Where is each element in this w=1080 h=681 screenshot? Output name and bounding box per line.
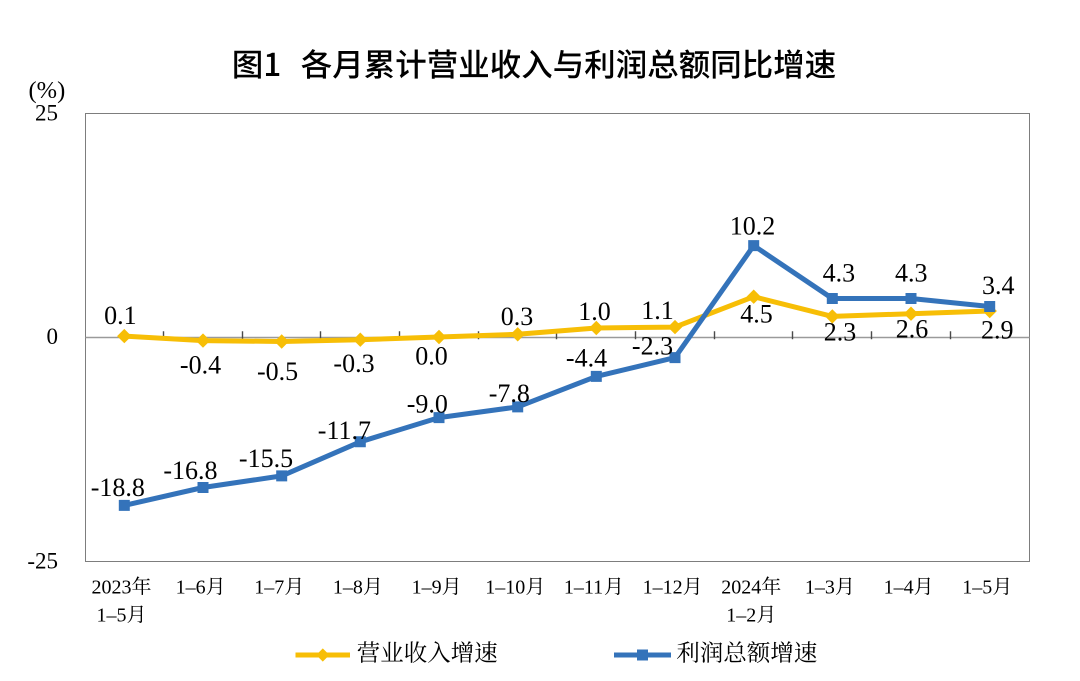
svg-text:2023: 2023 xyxy=(92,577,132,599)
svg-text:(%): (%) xyxy=(29,77,66,104)
svg-text:10.2: 10.2 xyxy=(730,212,776,241)
svg-text:-0.3: -0.3 xyxy=(333,349,374,378)
svg-text:-2.3: -2.3 xyxy=(632,332,673,361)
svg-text:0.0: 0.0 xyxy=(415,342,448,371)
svg-text:2.9: 2.9 xyxy=(981,316,1014,345)
svg-text:-0.4: -0.4 xyxy=(180,351,221,380)
svg-text:4.5: 4.5 xyxy=(740,300,773,329)
svg-text:0.1: 0.1 xyxy=(104,301,137,330)
svg-text:1–11: 1–11 xyxy=(564,577,603,599)
svg-text:1–6: 1–6 xyxy=(176,577,206,599)
svg-text:1.0: 1.0 xyxy=(578,297,611,326)
svg-text:-16.8: -16.8 xyxy=(163,456,217,485)
svg-text:-25: -25 xyxy=(27,549,58,574)
svg-text:2.3: 2.3 xyxy=(824,318,857,347)
svg-text:1–8: 1–8 xyxy=(333,577,363,599)
svg-text:1–5: 1–5 xyxy=(962,577,992,599)
svg-text:1–12: 1–12 xyxy=(643,577,683,599)
svg-text:1–7: 1–7 xyxy=(254,577,284,599)
svg-text:2.6: 2.6 xyxy=(896,315,929,344)
svg-text:-7.8: -7.8 xyxy=(489,379,530,408)
svg-text:-15.5: -15.5 xyxy=(239,444,293,473)
svg-text:3.4: 3.4 xyxy=(982,271,1015,300)
svg-text:-0.5: -0.5 xyxy=(257,357,298,386)
svg-text:0.3: 0.3 xyxy=(501,302,534,331)
svg-text:2024: 2024 xyxy=(721,577,761,599)
svg-text:1–9: 1–9 xyxy=(412,577,442,599)
svg-text:4.3: 4.3 xyxy=(895,259,928,288)
svg-text:-18.8: -18.8 xyxy=(91,473,145,502)
svg-text:1–5: 1–5 xyxy=(97,605,127,627)
svg-text:1–10: 1–10 xyxy=(485,577,525,599)
svg-text:1.1: 1.1 xyxy=(641,296,674,325)
svg-text:-11.7: -11.7 xyxy=(318,416,371,445)
svg-text:1–4: 1–4 xyxy=(884,577,914,599)
svg-text:1–3: 1–3 xyxy=(805,577,835,599)
svg-text:1–2: 1–2 xyxy=(726,605,756,627)
svg-text:25: 25 xyxy=(35,101,58,126)
svg-text:4.3: 4.3 xyxy=(823,259,856,288)
svg-text:-4.4: -4.4 xyxy=(566,344,607,373)
svg-text:-9.0: -9.0 xyxy=(407,390,448,419)
svg-text:0: 0 xyxy=(47,324,59,349)
